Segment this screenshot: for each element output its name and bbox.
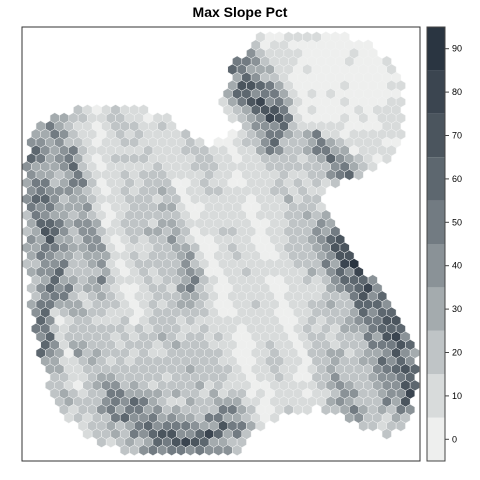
hex-cell [354, 169, 363, 180]
hex-cell [284, 404, 293, 415]
hex-cell [139, 445, 148, 456]
hex-cell [345, 169, 354, 180]
legend-swatch [427, 418, 445, 461]
hex-cell [97, 437, 106, 448]
hex-cell [64, 412, 73, 423]
hex-cell [195, 445, 204, 456]
hex-cell [176, 445, 185, 456]
hex-cell [368, 161, 377, 172]
hex-cell [130, 445, 139, 456]
map-panel [22, 27, 420, 461]
hex-cell [120, 445, 129, 456]
legend-tick-label: 0 [452, 434, 457, 444]
legend-swatch [427, 114, 445, 157]
hex-cell [228, 113, 237, 124]
legend-swatches [427, 27, 445, 461]
legend-swatch [427, 244, 445, 287]
hex-cell [223, 445, 232, 456]
legend-swatch [427, 201, 445, 244]
hex-cell [345, 412, 354, 423]
hex-cell [359, 421, 368, 432]
legend-swatch [427, 27, 445, 70]
chart-title: Max Slope Pct [193, 4, 288, 20]
legend-swatch [427, 331, 445, 374]
legend-tick-label: 30 [452, 304, 462, 314]
legend-tick-label: 10 [452, 391, 462, 401]
hex-cell [303, 404, 312, 415]
hex-cell [83, 429, 92, 440]
color-legend: 0 10 20 30 40 50 60 70 80 90 [427, 27, 462, 461]
hex-cell [186, 445, 195, 456]
hex-cell [331, 178, 340, 189]
hex-cell [382, 429, 391, 440]
hex-cell [148, 445, 157, 456]
legend-tick-label: 60 [452, 174, 462, 184]
legend-ticks: 0 10 20 30 40 50 60 70 80 90 [445, 44, 462, 445]
legend-tick-label: 80 [452, 87, 462, 97]
legend-swatch [427, 287, 445, 330]
legend-tick-label: 50 [452, 217, 462, 227]
legend-tick-label: 20 [452, 348, 462, 358]
hex-cell [158, 445, 167, 456]
hex-cell [256, 421, 265, 432]
hex-cell [396, 421, 405, 432]
hex-cell [382, 153, 391, 164]
legend-tick-label: 90 [452, 44, 462, 54]
hex-cell [331, 404, 340, 415]
legend-swatch [427, 157, 445, 200]
hex-cell [368, 421, 377, 432]
legend-swatch [427, 70, 445, 113]
legend-swatch [427, 374, 445, 417]
hex-cell [232, 445, 241, 456]
hex-cell [321, 404, 330, 415]
hex-cell [106, 437, 115, 448]
hex-cell [293, 404, 302, 415]
hex-cell [270, 412, 279, 423]
legend-tick-label: 70 [452, 131, 462, 141]
hex-cell [214, 445, 223, 456]
hex-cell [204, 445, 213, 456]
legend-tick-label: 40 [452, 261, 462, 271]
hex-cell [167, 445, 176, 456]
